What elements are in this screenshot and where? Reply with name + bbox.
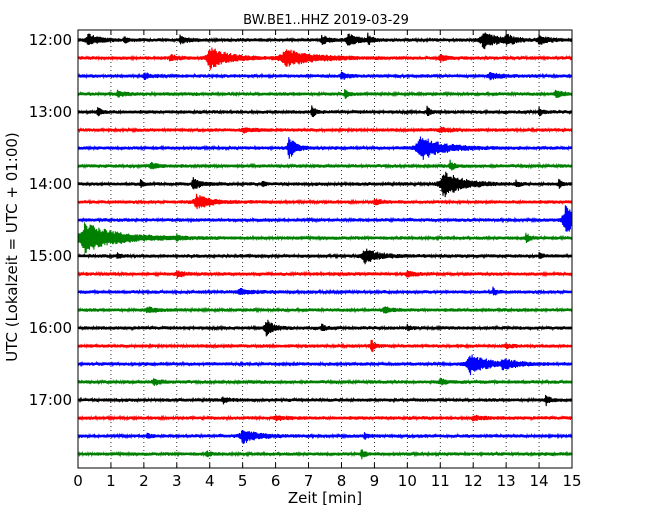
x-tick-label: 12 — [464, 472, 483, 490]
trace-line — [77, 377, 573, 387]
trace-line — [77, 32, 573, 50]
y-tick-label: 13:00 — [29, 103, 72, 121]
y-axis: 12:00 13:00 14:00 15:00 16:00 17:00 — [29, 31, 572, 409]
plot-frame — [77, 29, 573, 469]
trace-line — [77, 171, 573, 198]
y-tick-label: 15:00 — [29, 247, 72, 265]
trace-line — [77, 319, 573, 337]
x-tick-label: 3 — [172, 472, 182, 490]
x-tick-label: 11 — [431, 472, 450, 490]
y-axis-label: UTC (Lokalzeit = UTC + 01:00) — [3, 132, 21, 362]
x-tick-label: 15 — [562, 472, 581, 490]
x-tick-label: 13 — [497, 472, 516, 490]
trace-line — [77, 270, 573, 279]
trace-line — [77, 71, 573, 81]
trace-line — [77, 248, 573, 265]
x-tick-label: 14 — [530, 472, 549, 490]
y-tick-label: 12:00 — [29, 31, 72, 49]
trace-line — [77, 193, 573, 210]
trace-line — [77, 449, 573, 460]
y-tick-label: 14:00 — [29, 175, 72, 193]
trace-line — [77, 105, 573, 118]
trace-line — [77, 126, 573, 134]
x-tick-label: 10 — [398, 472, 417, 490]
x-axis-label: Zeit [min] — [288, 489, 362, 507]
x-tick-label: 7 — [304, 472, 314, 490]
x-tick-label: 9 — [370, 472, 380, 490]
x-tick-label: 5 — [238, 472, 248, 490]
trace-line — [77, 47, 573, 70]
trace-line — [77, 429, 573, 445]
chart-title: BW.BE1..HHZ 2019-03-29 — [243, 13, 409, 28]
trace-line — [77, 222, 573, 254]
trace-line — [77, 306, 573, 314]
x-tick-label: 4 — [205, 472, 215, 490]
trace-line — [77, 414, 573, 422]
trace-line — [77, 339, 573, 353]
trace-line — [77, 159, 573, 171]
x-tick-label: 6 — [271, 472, 281, 490]
trace-line — [77, 205, 573, 232]
trace-line — [77, 136, 573, 160]
trace-line — [77, 394, 573, 407]
seismic-traces — [77, 32, 573, 460]
trace-line — [77, 286, 573, 296]
x-tick-label: 8 — [337, 472, 347, 490]
y-tick-label: 17:00 — [29, 391, 72, 409]
trace-line — [77, 88, 573, 99]
x-tick-label: 0 — [73, 472, 83, 490]
y-tick-label: 16:00 — [29, 319, 72, 337]
x-tick-label: 1 — [106, 472, 116, 490]
x-tick-label: 2 — [139, 472, 149, 490]
trace-line — [77, 354, 573, 376]
x-axis: 0 1 2 3 4 5 6 7 8 9 10 11 12 13 14 15 — [73, 30, 582, 490]
